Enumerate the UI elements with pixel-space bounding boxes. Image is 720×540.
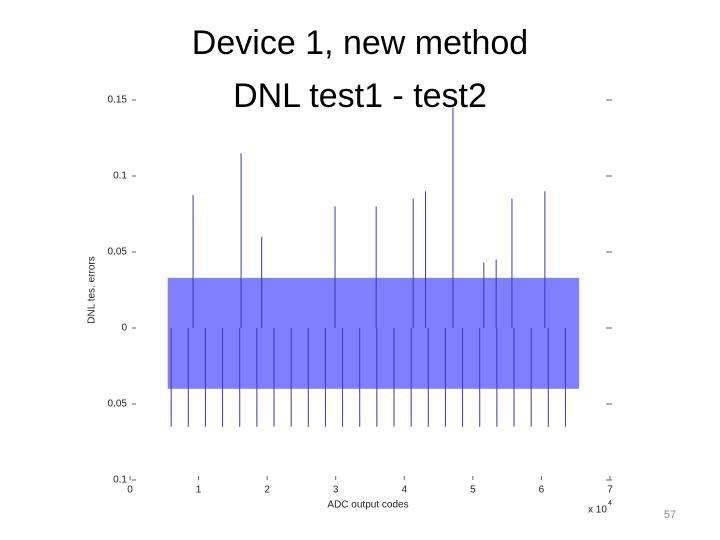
y-tick-label: 0.05 (108, 247, 128, 258)
x-tick-label: 3 (333, 485, 339, 496)
x-tick-label: 6 (539, 485, 545, 496)
x-axis-label: ADC output codes (327, 500, 408, 511)
x-exponent: 4 (608, 500, 612, 507)
title-line: Device 1, new method (192, 24, 528, 62)
x-tick-label: 2 (264, 485, 270, 496)
x-tick-label: 4 (402, 485, 408, 496)
x-tick-label: 7 (607, 485, 613, 496)
title-line: DNL test1 - test2 (233, 77, 487, 115)
y-tick-label: 0.05 (108, 399, 128, 410)
band (167, 277, 580, 389)
y-axis-label: DNL tes. errors (87, 256, 98, 323)
y-tick-label: 0.15 (108, 95, 128, 106)
x-tick-label: 0 (127, 485, 133, 496)
x-tick-label: 1 (196, 485, 202, 496)
page-number: 57 (664, 509, 676, 521)
y-tick-label: 0.1 (113, 171, 127, 182)
x-multiplier: x 10 (588, 505, 607, 516)
y-tick-label: 0 (121, 323, 127, 334)
y-tick-label: 0.1 (113, 475, 127, 486)
x-tick-label: 5 (470, 485, 476, 496)
